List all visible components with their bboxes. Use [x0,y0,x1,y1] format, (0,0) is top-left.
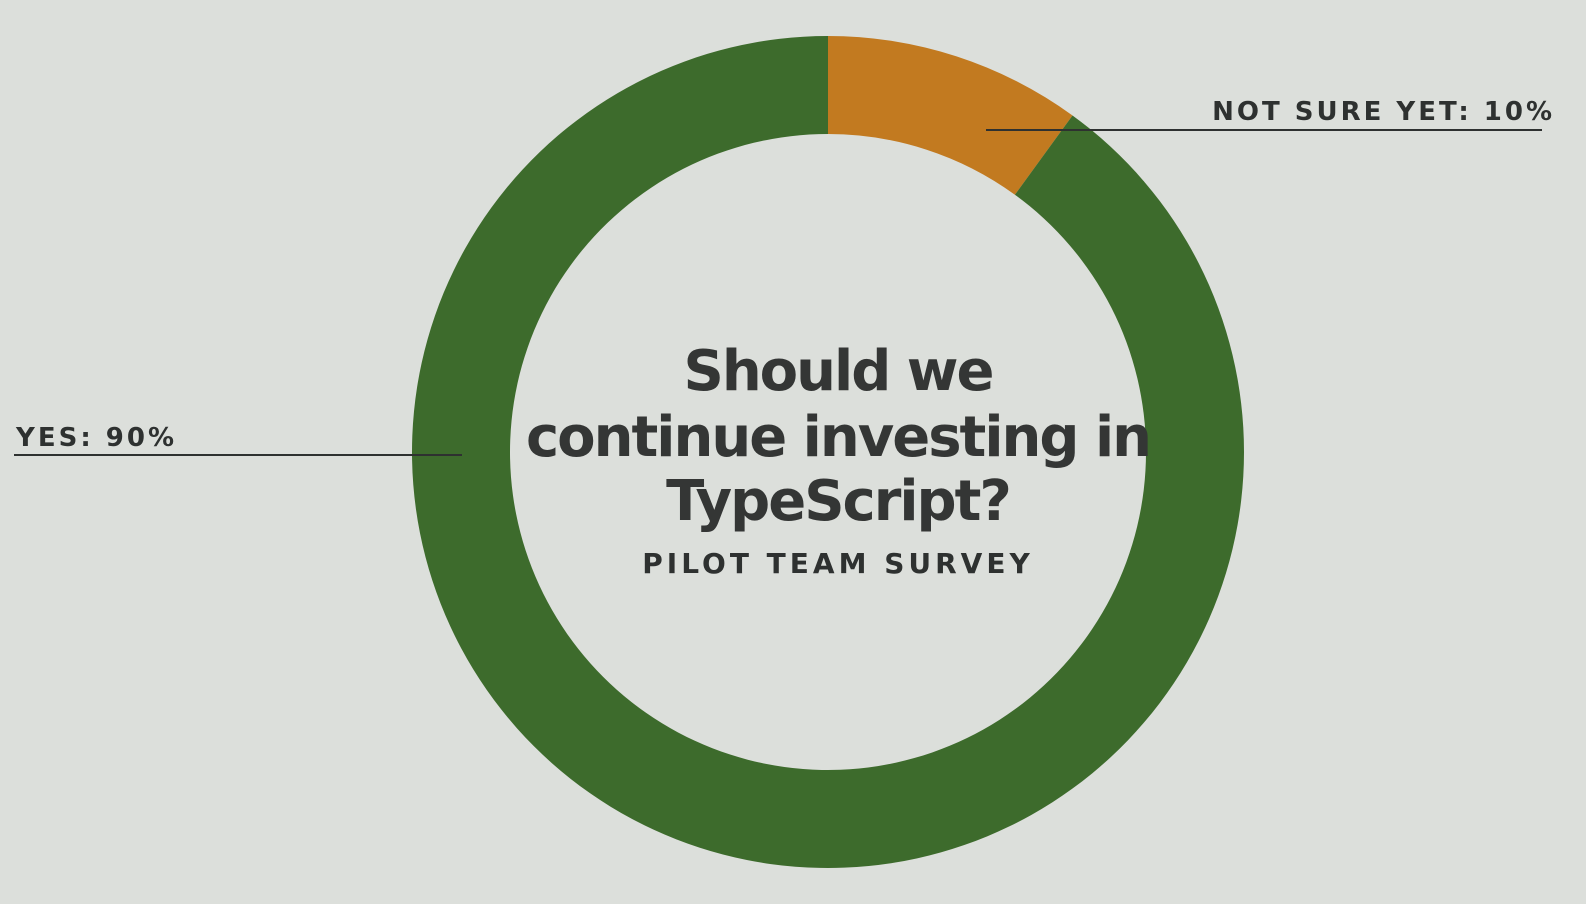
chart-title-line-1: Should we [683,339,992,404]
donut-slices [412,36,1245,869]
chart-subtitle: PILOT TEAM SURVEY [642,547,1033,580]
slice-label-yes: YES: 90% [15,423,177,453]
chart-title-line-3: TypeScript? [666,469,1010,534]
label-leader-lines [14,129,1542,456]
donut-slice-not-sure [828,36,1073,195]
chart-title-line-2: continue investing in [526,405,1150,470]
slice-label-not-sure: NOT SURE YET: 10% [1212,97,1555,127]
